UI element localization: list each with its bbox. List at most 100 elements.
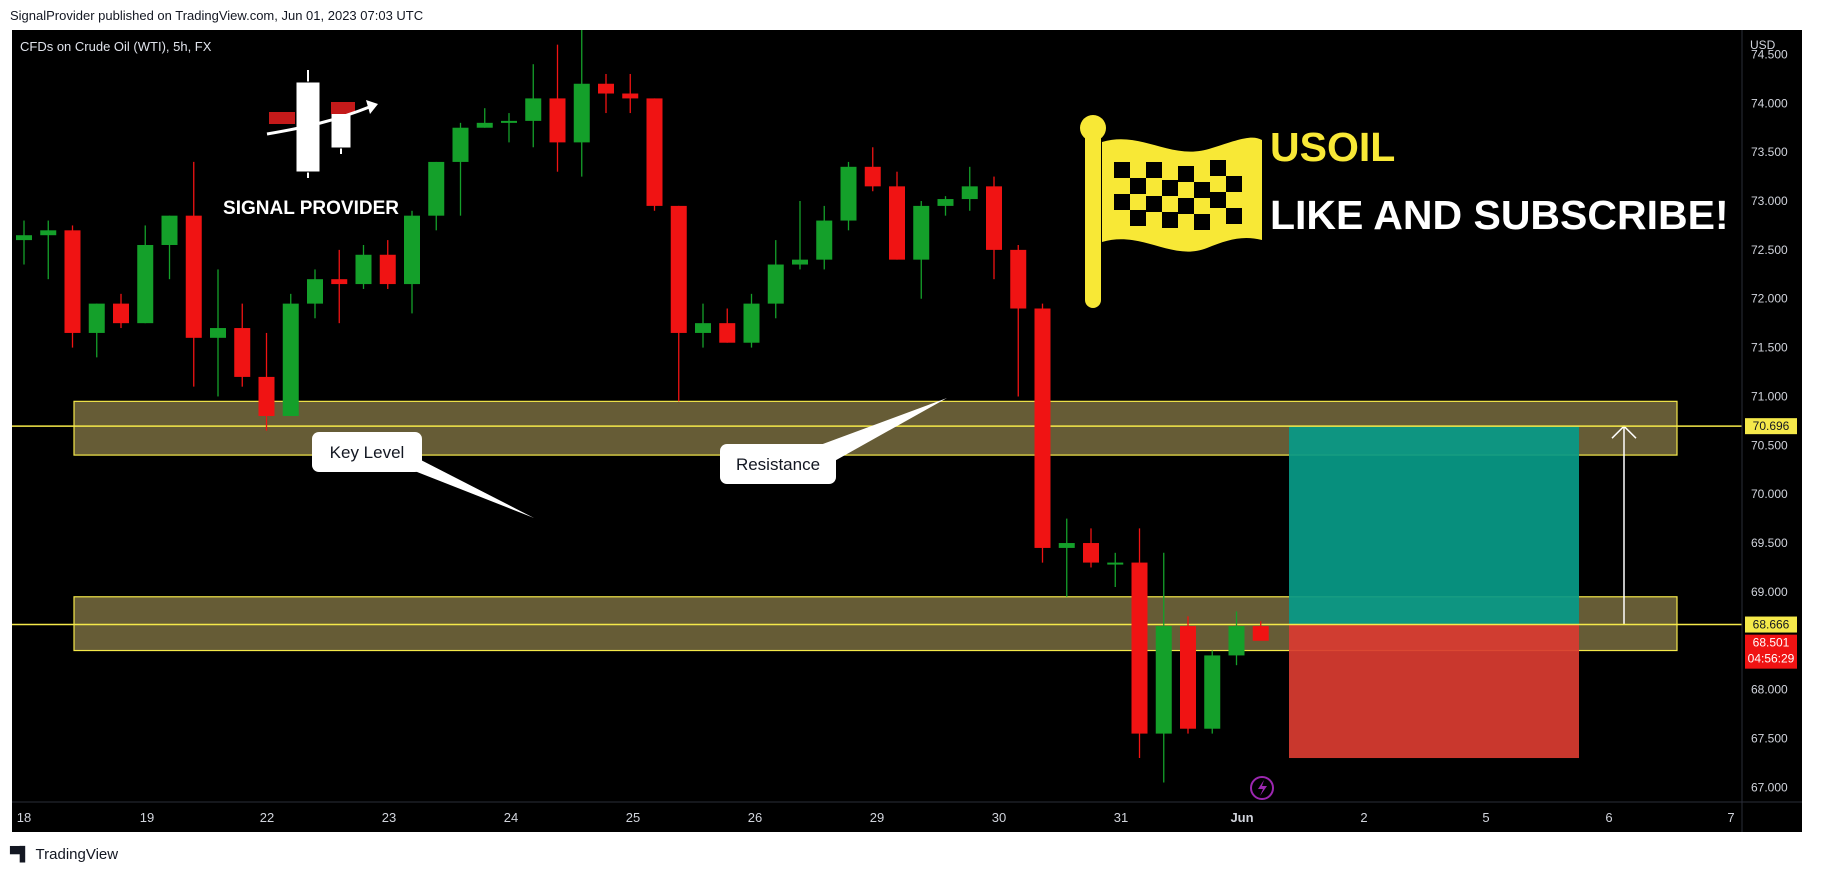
time-tick-label: 7 (1727, 810, 1734, 825)
chart-frame[interactable]: USD 74.500 74.000 73.500 73.000 72.500 72.000… (12, 30, 1802, 832)
price-tick-label: 71.000 (1751, 389, 1788, 403)
signal-provider-text: SIGNAL PROVIDER (223, 198, 399, 219)
time-axis[interactable]: 18 19 22 23 24 25 26 29 30 31 Jun 2 5 6 7 (17, 810, 1735, 825)
flag-pole (1085, 128, 1101, 308)
resistance-label: Resistance (736, 455, 820, 474)
time-tick-label: 29 (870, 810, 884, 825)
position-layer (1289, 425, 1637, 759)
candle-body (476, 122, 493, 128)
candle-body (210, 328, 226, 338)
candle-body (525, 98, 542, 121)
price-tags: 70.696 68.666 68.501 04:56:29 (1745, 418, 1797, 669)
price-tick-label: 73.500 (1751, 145, 1788, 159)
time-tick-label: 30 (992, 810, 1006, 825)
price-tick-label: 71.500 (1751, 341, 1788, 355)
publisher-header: SignalProvider published on TradingView.… (10, 8, 424, 23)
candle-body (161, 215, 178, 245)
resistance-callout[interactable]: Resistance (720, 398, 947, 484)
candle-body (913, 205, 930, 260)
candle-body (331, 279, 348, 285)
currency-label: USD (1750, 38, 1776, 52)
time-tick-label: 24 (504, 810, 518, 825)
candle-body (355, 254, 372, 285)
price-tick-label: 73.000 (1751, 194, 1788, 208)
candle-body (1155, 626, 1172, 734)
price-tick-label: 69.000 (1751, 585, 1788, 599)
candle-body (961, 186, 978, 200)
candle-body (622, 93, 639, 99)
tradingview-brand[interactable]: TradingView (35, 846, 119, 863)
candle-body (185, 215, 202, 338)
candle-body (767, 264, 784, 304)
time-tick-label: 26 (748, 810, 762, 825)
candle-body (234, 328, 251, 377)
candle-body (1058, 543, 1075, 548)
candle-body (864, 166, 881, 187)
candle-body (64, 230, 81, 333)
time-tick-label: 23 (382, 810, 396, 825)
logo-red-block-2 (331, 102, 355, 114)
time-tick-label: 31 (1114, 810, 1128, 825)
headline-cta: LIKE AND SUBSCRIBE! (1270, 192, 1729, 238)
price-chart[interactable]: USD 74.500 74.000 73.500 73.000 72.500 72.000… (12, 30, 1802, 832)
candle-body (1034, 308, 1051, 548)
price-tick-label: 72.500 (1751, 243, 1788, 257)
footer: ▀▌ TradingView (10, 846, 118, 863)
candle-body (307, 279, 323, 304)
price-tick-label: 74.000 (1751, 96, 1788, 110)
candle-body (743, 303, 760, 343)
flag-checks (1114, 160, 1242, 230)
candle-body (1010, 249, 1027, 309)
candle-body (1252, 626, 1269, 641)
candle-body (282, 303, 299, 416)
logo-red-block (269, 112, 295, 124)
time-tick-label: 6 (1605, 810, 1612, 825)
price-tick-label: 70.000 (1751, 487, 1788, 501)
candle-body (16, 235, 32, 241)
time-tick-label: 19 (140, 810, 154, 825)
candle-body (404, 215, 420, 285)
candle-body (719, 323, 736, 343)
candle-body (986, 186, 1002, 250)
symbol-label: CFDs on Crude Oil (WTI), 5h, FX (20, 39, 212, 54)
candle-body (573, 83, 590, 143)
price-tick-label: 74.500 (1751, 47, 1788, 61)
price-tick-label: 69.500 (1751, 536, 1788, 550)
candle-body (428, 161, 445, 216)
candle-body (1083, 543, 1099, 563)
candle-body (1204, 655, 1221, 729)
target-zone (1289, 426, 1579, 625)
candle-body (646, 98, 663, 206)
current-price-label: 68.501 (1753, 636, 1790, 650)
key-level-pointer (412, 458, 534, 518)
stop-zone (1289, 624, 1579, 759)
resistance-box (720, 444, 836, 484)
logo-arrow-head-icon (366, 100, 378, 114)
candle-body (937, 199, 954, 206)
candle-body (40, 230, 57, 236)
time-tick-label: 2 (1360, 810, 1367, 825)
level-tag-label: 68.666 (1753, 618, 1790, 632)
time-tick-label: 25 (626, 810, 640, 825)
lightning-icon[interactable] (1250, 776, 1274, 800)
logo-arrow-line (266, 104, 373, 136)
level-tag-1 (1745, 616, 1797, 633)
resistance-pointer (812, 398, 947, 468)
candle-body (1228, 626, 1245, 656)
headline-symbol: USOIL (1270, 124, 1395, 170)
current-price-tag (1745, 634, 1797, 669)
key-level-callout[interactable]: Key Level (312, 432, 534, 518)
key-level-label: Key Level (330, 443, 405, 462)
candle-body (816, 220, 833, 260)
signal-provider-logo: SIGNAL PROVIDER (223, 70, 399, 219)
candle-body (88, 303, 105, 333)
flag-pole-top (1080, 115, 1106, 141)
price-tick-label: 67.000 (1751, 780, 1788, 794)
price-tick-label: 68.000 (1751, 683, 1788, 697)
candle-body (137, 244, 154, 324)
level-tag-0 (1745, 418, 1797, 435)
price-axis[interactable]: 74.500 74.000 73.500 73.000 72.500 72.000 71.5… (1751, 47, 1788, 794)
price-tick-label: 70.500 (1751, 438, 1788, 452)
time-tick-label: 5 (1482, 810, 1489, 825)
time-tick-label: 22 (260, 810, 274, 825)
